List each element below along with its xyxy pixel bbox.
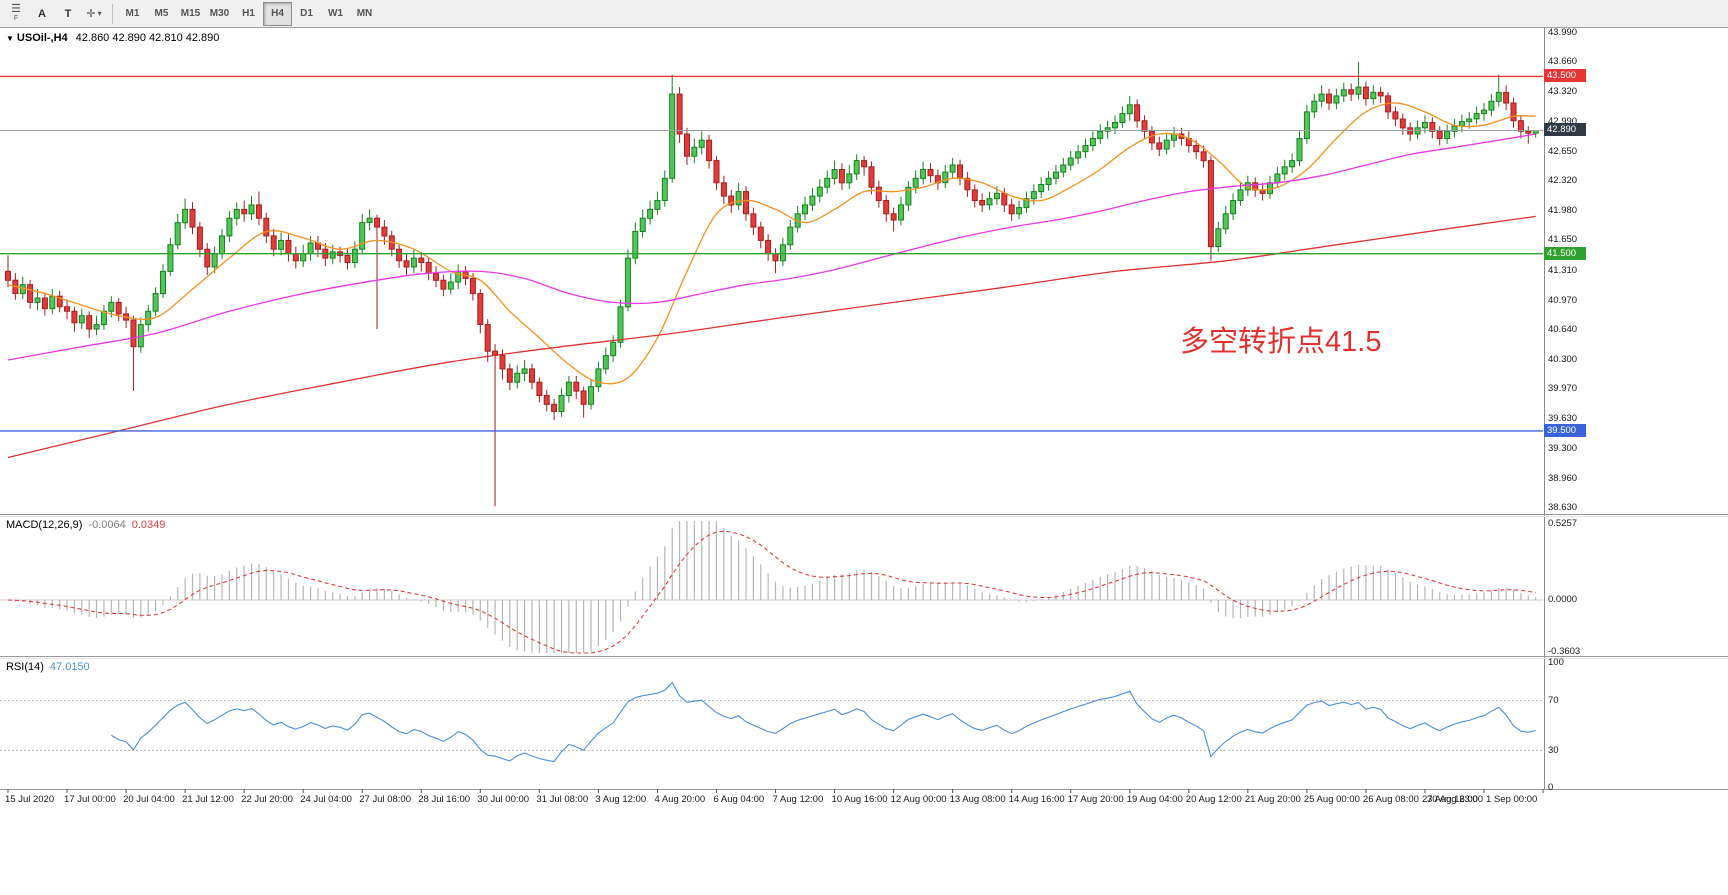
macd-signal-line: [7, 530, 1536, 654]
annotate-a-button[interactable]: A: [38, 7, 46, 20]
symbol-period-label: USOil-,H4: [16, 32, 68, 44]
time-axis-label: 21 Aug 20:00: [1244, 794, 1301, 805]
toolbar: ☰ F A T ✛ ▾ M1 M5 M15 M30 H1 H4 D1 W1 MN: [0, 0, 1728, 28]
price-axis-label: 39.970: [1548, 383, 1578, 395]
time-axis-label: 24 Jul 04:00: [300, 794, 352, 805]
time-axis-label: 10 Aug 16:00: [831, 794, 888, 805]
time-axis-label: 25 Aug 00:00: [1303, 794, 1360, 805]
time-axis-label: 13 Aug 08:00: [949, 794, 1006, 805]
toolbar-separator: [112, 3, 113, 24]
price-axis-label: 41.650: [1548, 234, 1578, 246]
time-axis-label: 7 Aug 12:00: [772, 794, 824, 805]
time-axis-label: 14 Aug 16:00: [1008, 794, 1065, 805]
price-axis-label: 42.320: [1548, 174, 1578, 186]
time-axis-label: 1 Sep 00:00: [1486, 794, 1538, 805]
time-axis-label: 19 Aug 04:00: [1126, 794, 1183, 805]
time-axis-label: 28 Jul 16:00: [418, 794, 471, 805]
rsi-axis-label: 70: [1548, 694, 1559, 706]
time-axis-label: 17 Aug 20:00: [1067, 794, 1124, 805]
time-axis-label: 30 Aug 23:00: [1427, 794, 1483, 805]
price-axis-label: 39.630: [1548, 413, 1578, 425]
ohlc-values: 42.860 42.890 42.810 42.890: [75, 32, 220, 44]
price-axis-label: 40.640: [1548, 323, 1578, 335]
macd-axis-label: 0.0000: [1548, 594, 1578, 605]
timeframe-button-m5[interactable]: M5: [154, 8, 169, 19]
rsi-axis-label: 0: [1548, 782, 1554, 793]
price-tag-43.500: 43.500: [1544, 69, 1586, 83]
time-axis-label: 22 Jul 20:00: [241, 794, 293, 805]
chart-text-annotation: 多空转折点41.5: [1180, 326, 1382, 358]
timeframe-button-m30[interactable]: M30: [209, 8, 230, 19]
price-axis-label: 40.300: [1548, 354, 1578, 365]
price-tag-42.890: 42.890: [1544, 123, 1586, 137]
price-axis-label: 43.320: [1548, 86, 1578, 98]
macd-main-value: -0.0064: [88, 519, 126, 531]
price-axis-label: 40.970: [1548, 294, 1578, 306]
macd-axis-label: 0.5257: [1548, 517, 1578, 529]
macd-signal-value: 0.0349: [131, 519, 166, 531]
rsi-line: [111, 681, 1536, 763]
grid-icon: ☰ F: [11, 2, 21, 22]
time-axis-label: 4 Aug 20:00: [654, 794, 706, 805]
price-axis-label: 38.630: [1548, 502, 1578, 513]
timeframe-button-m1[interactable]: M1: [125, 8, 140, 19]
timeframe-button-m15[interactable]: M15: [180, 8, 201, 19]
toolbar-f-label: F: [13, 14, 19, 22]
timeframe-button-h1[interactable]: H1: [242, 8, 255, 19]
timeframe-button-h4[interactable]: H4: [263, 1, 292, 26]
price-axis-label: 43.990: [1548, 27, 1578, 38]
price-axis-label: 42.650: [1548, 145, 1578, 157]
time-axis-label: 12 Aug 00:00: [890, 794, 947, 805]
collapse-triangle-icon: ▼: [6, 34, 14, 43]
time-axis-label: 26 Aug 08:00: [1362, 794, 1419, 805]
price-axis-label: 41.980: [1548, 205, 1578, 217]
time-axis-label: 20 Aug 12:00: [1185, 794, 1242, 805]
ma-fast-line: [7, 102, 1536, 385]
price-axis-label: 38.960: [1548, 472, 1578, 484]
time-axis-label: 27 Jul 08:00: [359, 794, 411, 805]
time-axis-label: 17 Jul 00:00: [64, 794, 116, 805]
timeframe-button-mn[interactable]: MN: [356, 8, 373, 19]
time-axis-label: 3 Aug 12:00: [595, 794, 647, 805]
timeframe-group: M1 M5 M15 M30 H1 H4 D1 W1 MN: [118, 1, 379, 26]
chart-list-button[interactable]: ☰ F: [3, 2, 29, 26]
timeframe-button-w1[interactable]: W1: [328, 8, 343, 19]
text-tool-button[interactable]: T: [64, 7, 72, 20]
macd-axis-label: -0.3603: [1548, 646, 1581, 658]
rsi-indicator-label: RSI(14) 47.0150: [6, 661, 96, 673]
price-axis-label: 41.310: [1548, 264, 1578, 276]
time-axis-label: 27 Aug 16:00: [1421, 794, 1478, 805]
price-tag-39.500: 39.500: [1544, 423, 1586, 437]
time-axis-label: 31 Jul 08:00: [536, 794, 589, 805]
time-axis-label: 30 Jul 00:00: [477, 794, 530, 805]
price-axis-label: 39.300: [1548, 442, 1578, 454]
time-axis-label: 15 Jul 2020: [5, 794, 55, 805]
price-axis-label: 43.660: [1548, 56, 1578, 68]
crosshair-icon: ✛: [86, 8, 96, 20]
rsi-axis-label: 30: [1548, 744, 1559, 756]
time-axis-label: 20 Jul 04:00: [123, 794, 175, 805]
rsi-value: 47.0150: [49, 661, 90, 673]
time-axis-label: 21 Jul 12:00: [182, 794, 234, 805]
cursor-tool-button[interactable]: ✛ ▾: [81, 2, 107, 26]
price-tag-41.500: 41.500: [1544, 246, 1586, 260]
rsi-axis-label: 100: [1548, 657, 1564, 668]
macd-indicator-label: MACD(12,26,9) -0.0064 0.0349: [6, 519, 171, 531]
timeframe-button-d1[interactable]: D1: [300, 8, 313, 19]
chart-symbol-header: ▼ USOil-,H4 42.860 42.890 42.810 42.890: [6, 32, 219, 44]
macd-name: MACD(12,26,9): [6, 519, 83, 531]
chevron-down-icon: ▾: [97, 9, 102, 18]
time-axis-label: 6 Aug 04:00: [713, 794, 765, 805]
macd-histogram: [14, 521, 1537, 653]
rsi-name: RSI(14): [6, 661, 44, 673]
ma-mid-line: [7, 133, 1536, 361]
candles-layer: [5, 62, 1539, 507]
ma-slow-line: [7, 215, 1536, 459]
price-axis-label: 42.990: [1548, 115, 1578, 127]
